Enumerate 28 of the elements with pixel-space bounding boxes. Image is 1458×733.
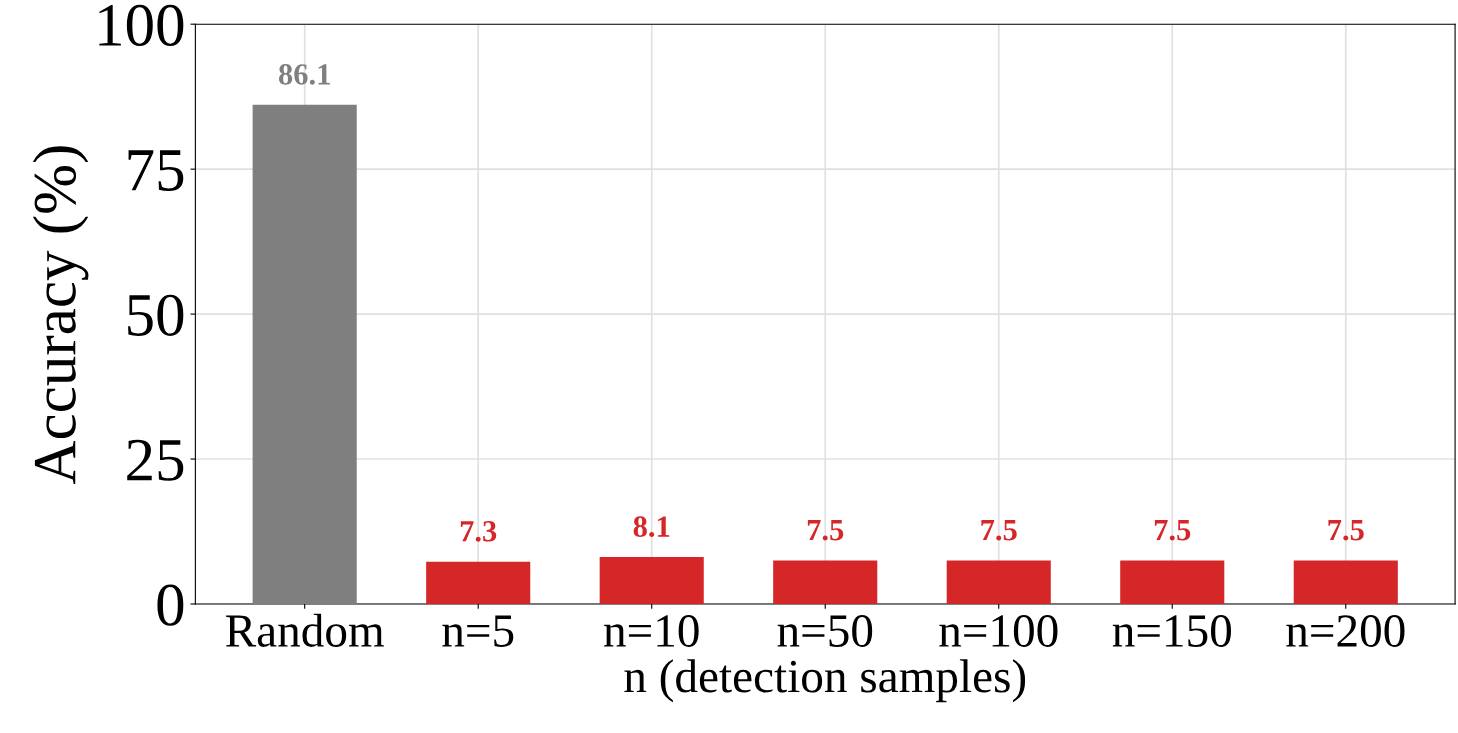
x-tick-label: n=150: [1112, 615, 1231, 647]
data-label: 7.5: [981, 520, 1017, 541]
bar: [426, 561, 531, 604]
y-tick-label: 100: [99, 4, 184, 46]
bar: [599, 557, 704, 604]
bar: [1120, 560, 1225, 604]
x-tick-label: n=200: [1286, 615, 1405, 647]
data-label: 86.1: [278, 64, 330, 85]
bar: [252, 104, 357, 604]
y-tick-label: 75: [128, 150, 184, 191]
x-tick-label: n=50: [777, 615, 873, 647]
bar: [1293, 560, 1398, 604]
x-tick-label: n=10: [604, 615, 699, 647]
bar: [773, 560, 878, 604]
data-label: 7.5: [807, 520, 844, 541]
data-label: 7.3: [460, 521, 497, 542]
y-tick-label: 50: [128, 294, 184, 336]
bar: [946, 560, 1051, 604]
y-tick-label: 25: [127, 439, 184, 481]
data-label: 7.5: [1154, 520, 1191, 541]
data-label: 7.5: [1328, 520, 1364, 541]
x-tick-label: n=100: [939, 615, 1058, 647]
x-tick-label: Random: [226, 613, 384, 647]
x-tick-label: n=5: [442, 615, 514, 647]
y-tick-label: 0: [157, 584, 184, 626]
data-label: 8.1: [633, 516, 670, 538]
y-axis-title: Accuracy (%): [32, 146, 89, 484]
x-axis-title: n (detection samples): [624, 659, 1026, 703]
